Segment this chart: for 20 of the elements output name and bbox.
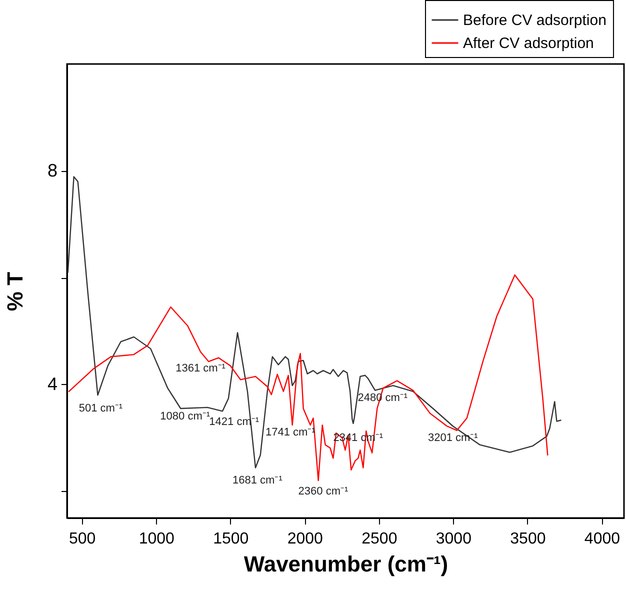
x-axis-title: Wavenumber (cm⁻¹) (244, 552, 448, 576)
x-tick-label: 4000 (584, 530, 620, 548)
y-tick-label: 8 (47, 160, 58, 180)
x-tick-label: 3000 (436, 530, 472, 548)
x-tick-label: 2000 (287, 530, 324, 548)
x-tick-label: 500 (69, 530, 96, 548)
legend-label: After CV adsorption (463, 35, 594, 52)
x-tick-label: 3500 (510, 530, 546, 548)
annotation: 1681 cm⁻¹ (232, 474, 283, 487)
x-tick-label: 1000 (138, 530, 175, 548)
annotation: 1080 cm⁻¹ (160, 410, 210, 423)
legend-label: Before CV adsorption (463, 12, 606, 29)
y-axis-title: % T (2, 271, 28, 312)
x-tick-label: 2500 (362, 530, 398, 548)
line-series (67, 176, 562, 468)
annotation: 2360 cm⁻¹ (298, 485, 348, 498)
annotation: 1361 cm⁻¹ (176, 362, 226, 374)
y-tick-label: 4 (47, 374, 58, 394)
x-tick-label: 1500 (213, 530, 249, 548)
annotation: 501 cm⁻¹ (78, 402, 123, 415)
